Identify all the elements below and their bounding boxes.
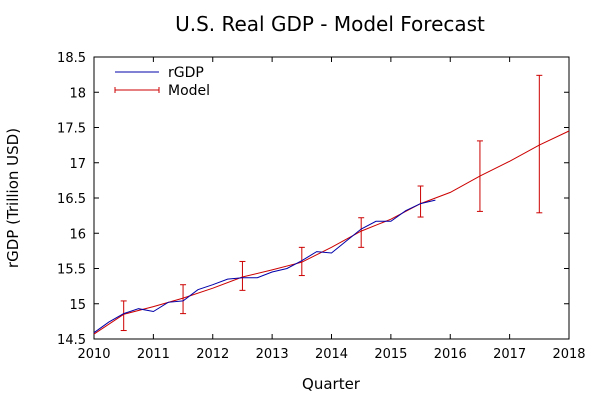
y-axis-title: rGDP (Trillion USD) [4, 128, 22, 268]
x-tick-label: 2014 [315, 347, 348, 362]
x-tick-label: 2016 [434, 347, 467, 362]
y-tick-label: 18.5 [57, 51, 86, 66]
x-tick-label: 2010 [77, 347, 110, 362]
model-series-line [93, 130, 570, 335]
x-tick-label: 2017 [493, 347, 526, 362]
model-errorbar [358, 217, 365, 248]
plot-area [93, 56, 570, 340]
model-errorbar [180, 284, 187, 315]
model-errorbar [536, 74, 543, 214]
x-tick-label: 2012 [196, 347, 229, 362]
axis-ticks: 2010 2011 2012 2013 2014 2015 2016 2017 2018 14.5… [57, 51, 586, 362]
y-tick-label: 16 [69, 227, 86, 242]
y-tick-label: 18 [69, 86, 86, 101]
legend-model-label: Model [168, 83, 210, 99]
series-layer [93, 74, 570, 335]
chart-title: U.S. Real GDP - Model Forecast [175, 12, 485, 36]
x-tick-label: 2013 [256, 347, 289, 362]
model-errorbar [298, 246, 305, 277]
model-errorbar [239, 260, 246, 291]
y-tick-label: 15.5 [57, 263, 86, 278]
rgdp-series-line [93, 199, 436, 334]
x-tick-label: 2011 [137, 347, 170, 362]
y-tick-label: 16.5 [57, 192, 86, 207]
legend: rGDP Model [114, 65, 210, 99]
y-tick-label: 17 [69, 157, 86, 172]
model-errorbar [417, 185, 424, 218]
model-errorbar [476, 140, 483, 212]
x-axis-title: Quarter [302, 375, 361, 393]
y-tick-label: 14.5 [57, 333, 86, 348]
x-tick-label: 2018 [552, 347, 585, 362]
y-tick-label: 15 [69, 298, 86, 313]
x-tick-label: 2015 [374, 347, 407, 362]
model-errorbar [120, 300, 127, 332]
legend-rgdp-label: rGDP [168, 65, 204, 81]
y-tick-label: 17.5 [57, 122, 86, 137]
